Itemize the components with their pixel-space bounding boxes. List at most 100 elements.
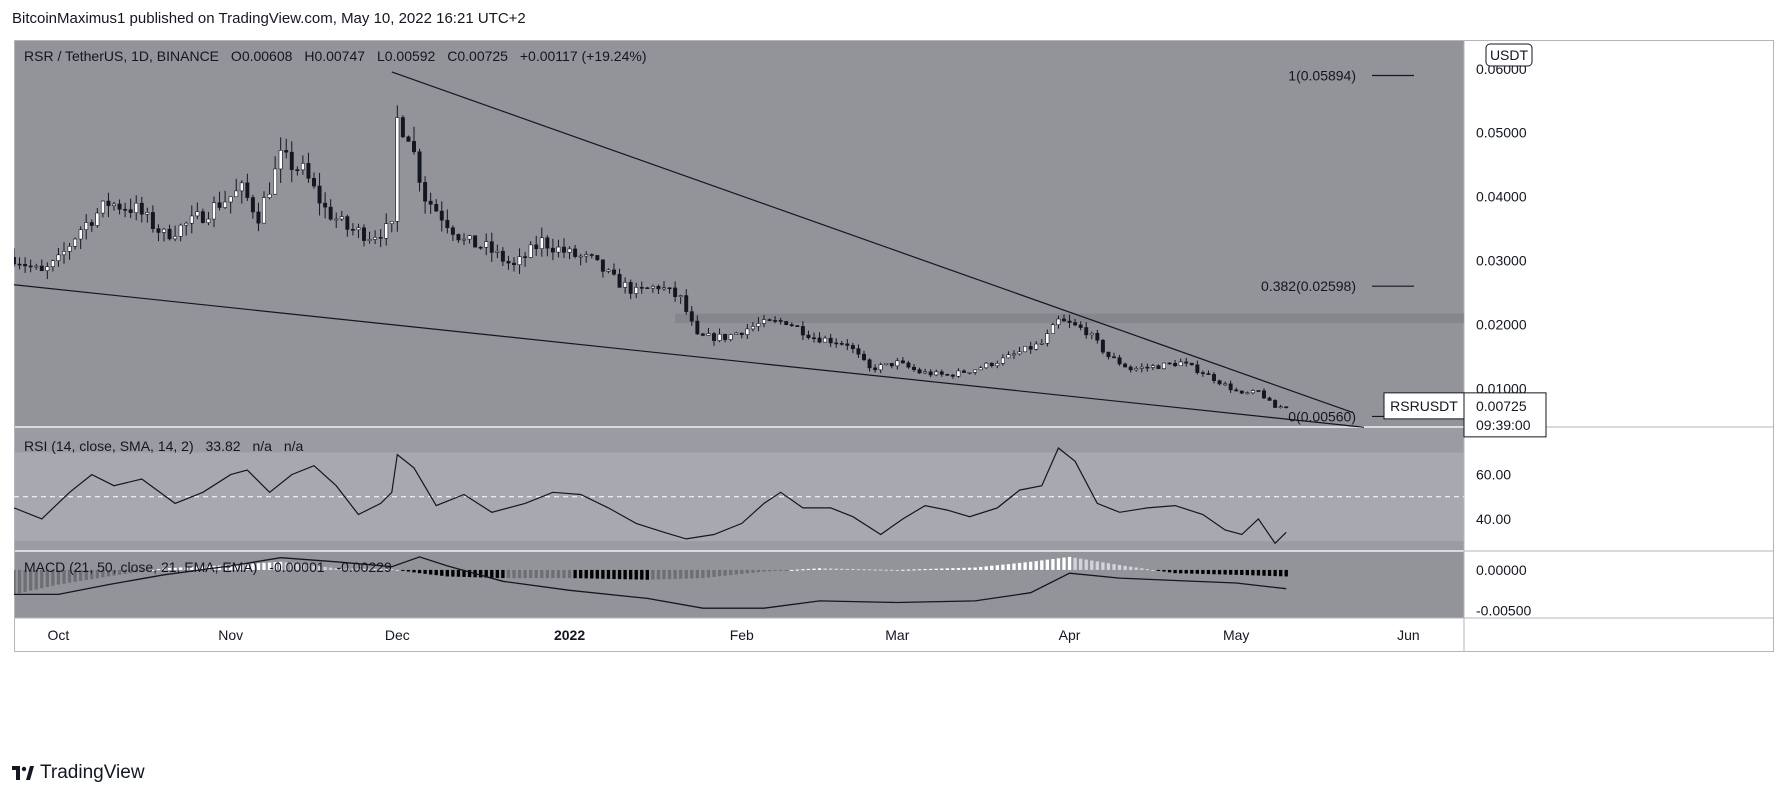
candle[interactable] (428, 192, 433, 214)
candle[interactable] (434, 199, 439, 212)
candle[interactable] (1017, 346, 1022, 356)
candle[interactable] (350, 223, 355, 236)
candle[interactable] (345, 214, 350, 237)
candle[interactable] (617, 268, 622, 288)
currency-badge[interactable]: USDT (1485, 43, 1533, 67)
candle[interactable] (423, 176, 428, 214)
chart-svg[interactable]: 1(0.05894)0.382(0.02598)0(0.00560) 0.060… (12, 40, 1774, 748)
candle[interactable] (73, 237, 78, 250)
candle[interactable] (278, 137, 283, 183)
candle[interactable] (400, 115, 405, 139)
candle[interactable] (928, 369, 933, 378)
candle[interactable] (1084, 322, 1089, 339)
candle[interactable] (1245, 391, 1250, 395)
candle[interactable] (562, 238, 566, 258)
candle[interactable] (812, 332, 816, 343)
candle[interactable] (1056, 315, 1061, 329)
candle[interactable] (634, 282, 639, 299)
candle[interactable] (1078, 321, 1083, 331)
candle[interactable] (939, 369, 944, 377)
candle[interactable] (339, 210, 344, 222)
candle[interactable] (512, 257, 516, 272)
candle[interactable] (306, 152, 311, 183)
candle[interactable] (367, 231, 372, 244)
candle[interactable] (817, 332, 822, 344)
candle[interactable] (606, 268, 611, 274)
candle[interactable] (845, 339, 850, 351)
candle[interactable] (984, 361, 989, 370)
candle[interactable] (639, 281, 644, 294)
candle[interactable] (95, 208, 100, 228)
candle[interactable] (1073, 318, 1078, 327)
candle[interactable] (995, 360, 1000, 369)
candle[interactable] (917, 367, 922, 374)
candle[interactable] (1234, 387, 1239, 392)
candle[interactable] (245, 173, 250, 201)
candle[interactable] (39, 259, 44, 272)
candle[interactable] (828, 333, 833, 348)
candle[interactable] (1156, 364, 1161, 369)
candle[interactable] (1217, 379, 1222, 386)
candle[interactable] (1006, 351, 1011, 359)
candle[interactable] (450, 225, 455, 242)
candle[interactable] (1034, 341, 1039, 351)
candle[interactable] (1250, 389, 1255, 395)
candle[interactable] (884, 362, 889, 366)
candle[interactable] (806, 330, 811, 340)
candle[interactable] (1200, 370, 1205, 377)
rsi-panel[interactable] (13, 447, 1464, 545)
candle[interactable] (878, 362, 883, 374)
candle[interactable] (867, 358, 872, 372)
candle[interactable] (384, 213, 389, 246)
candle[interactable] (795, 324, 800, 327)
candle[interactable] (234, 178, 239, 198)
candle[interactable] (1095, 329, 1100, 344)
candle[interactable] (1195, 360, 1200, 375)
candle[interactable] (506, 255, 511, 270)
candle[interactable] (173, 225, 178, 242)
candle[interactable] (162, 227, 166, 242)
candle[interactable] (28, 259, 33, 273)
candle[interactable] (1106, 351, 1111, 360)
candle[interactable] (1028, 341, 1033, 354)
candle[interactable] (567, 246, 572, 260)
candle[interactable] (62, 242, 66, 264)
candle[interactable] (1206, 370, 1211, 375)
candle[interactable] (628, 279, 633, 300)
candle[interactable] (489, 232, 494, 263)
candle[interactable] (412, 126, 416, 155)
candle[interactable] (150, 205, 155, 233)
candle[interactable] (195, 202, 200, 220)
candle[interactable] (645, 286, 650, 290)
candle[interactable] (23, 257, 28, 273)
candle[interactable] (417, 148, 422, 192)
candle[interactable] (45, 262, 50, 280)
candle[interactable] (223, 190, 228, 209)
candle[interactable] (556, 239, 561, 258)
candle[interactable] (712, 332, 716, 346)
candle[interactable] (295, 166, 300, 176)
candle[interactable] (1062, 314, 1066, 322)
candle[interactable] (689, 306, 694, 326)
candle[interactable] (539, 227, 544, 257)
candle[interactable] (962, 369, 966, 374)
candle[interactable] (1178, 358, 1183, 367)
candle[interactable] (389, 221, 394, 233)
candle[interactable] (517, 248, 522, 274)
candle[interactable] (584, 251, 589, 263)
candle[interactable] (1100, 338, 1105, 355)
candle[interactable] (117, 199, 122, 215)
candle[interactable] (967, 372, 972, 375)
candle[interactable] (267, 182, 272, 200)
candle[interactable] (623, 277, 628, 294)
candle[interactable] (273, 156, 278, 195)
candle[interactable] (873, 364, 878, 373)
candle[interactable] (1145, 363, 1150, 372)
candle[interactable] (256, 202, 261, 232)
candle[interactable] (534, 235, 539, 256)
candle[interactable] (723, 333, 728, 343)
candle[interactable] (1045, 329, 1050, 347)
candle[interactable] (934, 369, 939, 377)
candle[interactable] (850, 342, 855, 354)
candle[interactable] (700, 332, 705, 337)
